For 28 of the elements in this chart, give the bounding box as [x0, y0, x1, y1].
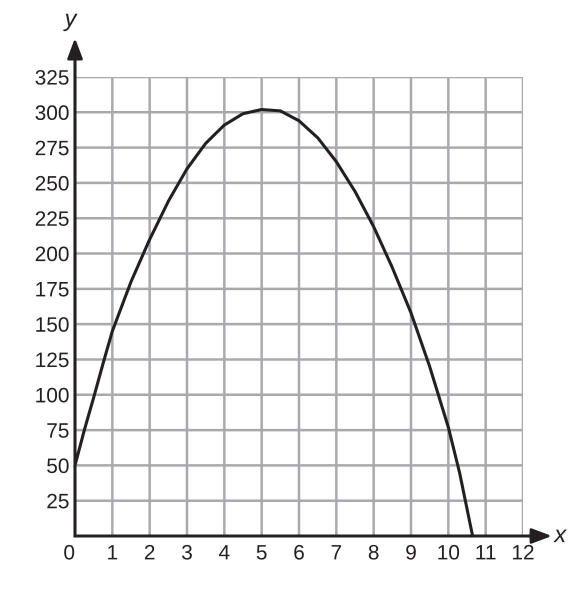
y-tick-label: 250	[36, 176, 69, 191]
y-axis-title: y	[63, 14, 78, 32]
y-tick-label: 225	[36, 211, 69, 226]
y-tick-label: 75	[47, 423, 69, 438]
y-tick-label: 25	[47, 494, 69, 508]
x-tick-label: 5	[256, 545, 267, 560]
x-tick-label: 1	[108, 545, 118, 560]
x-tick-label: 10	[438, 544, 460, 560]
y-tick-label: 275	[36, 140, 69, 156]
x-tick-label: 3	[182, 544, 192, 560]
x-tick-label: 2	[144, 544, 154, 560]
x-tick-label: 4	[219, 545, 230, 560]
x-tick-label: 7	[332, 545, 342, 560]
x-tick-label: 11	[476, 545, 496, 560]
y-tick-label: 100	[36, 388, 69, 403]
x-tick-label: 12	[513, 544, 534, 560]
x-tick-label: 8	[368, 544, 379, 560]
y-tick-label: 125	[36, 352, 69, 368]
y-tick-label: 150	[36, 317, 69, 332]
x-tick-label: 9	[406, 544, 416, 560]
y-tick-label: 175	[36, 282, 69, 297]
x-tick-label: 6	[294, 544, 304, 560]
x-axis-title: x	[553, 530, 567, 542]
y-tick-label: 300	[35, 105, 69, 120]
x-tick-label: 0	[64, 544, 74, 560]
y-tick-label: 50	[47, 458, 69, 474]
y-tick-label: 200	[36, 246, 69, 262]
y-tick-label: 325	[35, 70, 69, 85]
